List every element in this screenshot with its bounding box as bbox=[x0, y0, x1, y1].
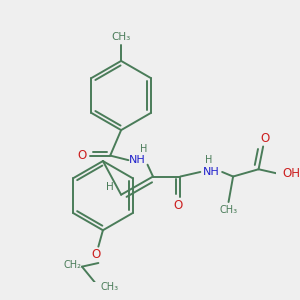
Text: NH: NH bbox=[129, 155, 146, 165]
Text: CH₃: CH₃ bbox=[220, 205, 238, 215]
Text: CH₃: CH₃ bbox=[100, 282, 118, 292]
Text: O: O bbox=[260, 132, 270, 145]
Text: OH: OH bbox=[282, 167, 300, 180]
Text: CH₂: CH₂ bbox=[64, 260, 82, 270]
Text: H: H bbox=[106, 182, 114, 193]
Text: CH₃: CH₃ bbox=[112, 32, 131, 42]
Text: O: O bbox=[77, 149, 87, 162]
Text: NH: NH bbox=[203, 167, 220, 177]
Text: O: O bbox=[174, 199, 183, 212]
Text: O: O bbox=[91, 248, 100, 261]
Text: H: H bbox=[140, 144, 148, 154]
Text: H: H bbox=[205, 155, 212, 165]
